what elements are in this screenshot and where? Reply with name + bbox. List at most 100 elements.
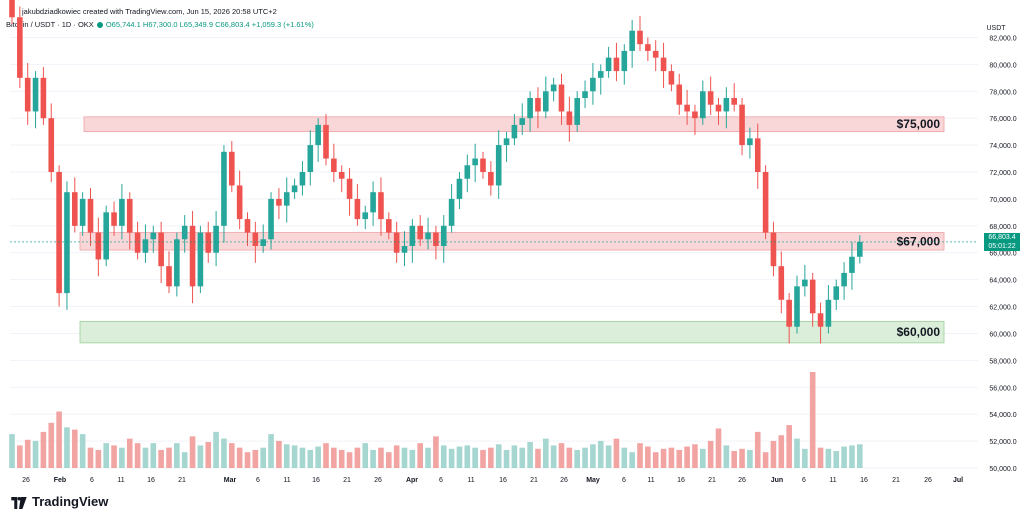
candle-body — [857, 241, 863, 257]
volume-bar — [543, 438, 549, 468]
candle-body — [676, 84, 683, 105]
volume-bar — [629, 452, 635, 468]
candle-body — [142, 239, 149, 253]
candle-body — [260, 239, 266, 246]
candle-body — [134, 232, 141, 253]
volume-bar — [707, 440, 714, 468]
candle-body — [519, 118, 526, 125]
last-price-value: 66,803.4 — [988, 233, 1016, 241]
volume-bar — [236, 447, 243, 468]
candle-body — [48, 118, 55, 172]
volume-bar — [331, 447, 337, 468]
x-tick-label: 26 — [374, 477, 382, 484]
candle-body — [464, 165, 471, 179]
volume-bar — [40, 431, 47, 468]
x-tick-label: 11 — [283, 477, 290, 484]
candle-body — [794, 286, 800, 327]
volume-bar — [260, 447, 266, 468]
y-tick-label: 66,000.0 — [989, 251, 1016, 258]
volume-bar — [370, 449, 376, 468]
candle-body — [362, 212, 369, 220]
candle-body — [331, 158, 337, 172]
candle-body — [652, 50, 659, 58]
countdown-value: 05:01:22 — [988, 242, 1016, 250]
candle-body — [87, 198, 94, 233]
volume-bar — [150, 443, 157, 468]
y-tick-label: 62,000.0 — [989, 305, 1016, 312]
candle-body — [409, 225, 416, 246]
candle-body — [849, 256, 855, 273]
candle-body — [833, 286, 840, 300]
candle-body — [488, 172, 494, 186]
candle-body — [40, 77, 47, 119]
volume-bar — [770, 440, 777, 468]
volume-bar — [605, 445, 612, 468]
volume-bar — [503, 449, 510, 468]
candle-body — [72, 192, 78, 226]
candle-body — [315, 124, 321, 146]
candle-body — [32, 77, 39, 112]
x-tick-label: 6 — [256, 477, 260, 484]
volume-bar — [637, 443, 643, 468]
candle-body — [527, 98, 533, 119]
candle-body — [707, 91, 714, 105]
volume-bar — [817, 447, 824, 468]
candle-body — [503, 138, 510, 146]
x-tick-label: 6 — [439, 477, 443, 484]
candle-body — [79, 198, 86, 226]
tradingview-logo-icon — [11, 496, 27, 509]
x-tick-label: 26 — [22, 477, 30, 484]
candle-body — [378, 192, 384, 220]
volume-bar — [480, 449, 486, 468]
x-tick-label: 16 — [860, 477, 868, 484]
y-tick-label: 72,000.0 — [989, 170, 1016, 177]
candle-body — [645, 44, 651, 51]
candle-body — [770, 232, 777, 267]
x-tick-label: 16 — [312, 477, 320, 484]
volume-bar — [346, 452, 353, 468]
candle-body — [221, 151, 227, 226]
volume-bar — [511, 445, 518, 468]
symbol-label[interactable]: Bitcoin / USDT · 1D · OKX — [6, 20, 94, 29]
volume-bar — [229, 443, 235, 468]
candle-body — [629, 30, 635, 51]
candle-body — [181, 225, 188, 240]
volume-bar — [456, 446, 463, 468]
volume-bar — [205, 442, 212, 468]
tradingview-brand[interactable]: TradingView — [10, 494, 108, 509]
candle-body — [660, 57, 667, 72]
ohlc-values: O65,744.1 H67,300.0 L65,349.9 C66,803.4 … — [105, 20, 314, 29]
volume-bar — [338, 449, 345, 468]
candle-body — [590, 77, 596, 92]
volume-bar — [32, 440, 39, 468]
volume-bar — [79, 434, 86, 468]
y-tick-label: 80,000.0 — [989, 62, 1016, 69]
candle-body — [433, 232, 439, 246]
candle-body — [17, 17, 23, 78]
candle-body — [480, 158, 486, 172]
x-tick-label: 21 — [178, 477, 186, 484]
candle-body — [24, 77, 31, 112]
volume-bar — [386, 452, 392, 468]
volume-bar — [668, 447, 675, 468]
x-tick-label: 16 — [147, 477, 155, 484]
x-tick-label: 6 — [90, 477, 94, 484]
volume-bar — [9, 434, 15, 468]
y-tick-label: 76,000.0 — [989, 116, 1016, 123]
volume-bar — [566, 447, 573, 468]
volume-bar — [809, 372, 816, 468]
volume-bar — [676, 449, 683, 468]
volume-bar — [244, 452, 251, 468]
candle-body — [809, 279, 816, 314]
candle-body — [189, 225, 196, 287]
y-tick-label: 74,000.0 — [989, 143, 1016, 150]
volume-bar — [417, 443, 423, 468]
candle-body — [543, 91, 549, 112]
candle-body — [495, 145, 502, 186]
candle-body — [778, 266, 785, 300]
zone-label: $75,000 — [897, 117, 941, 131]
volume-bar — [762, 452, 769, 468]
candle-body — [754, 138, 761, 172]
candle-body — [472, 158, 478, 166]
